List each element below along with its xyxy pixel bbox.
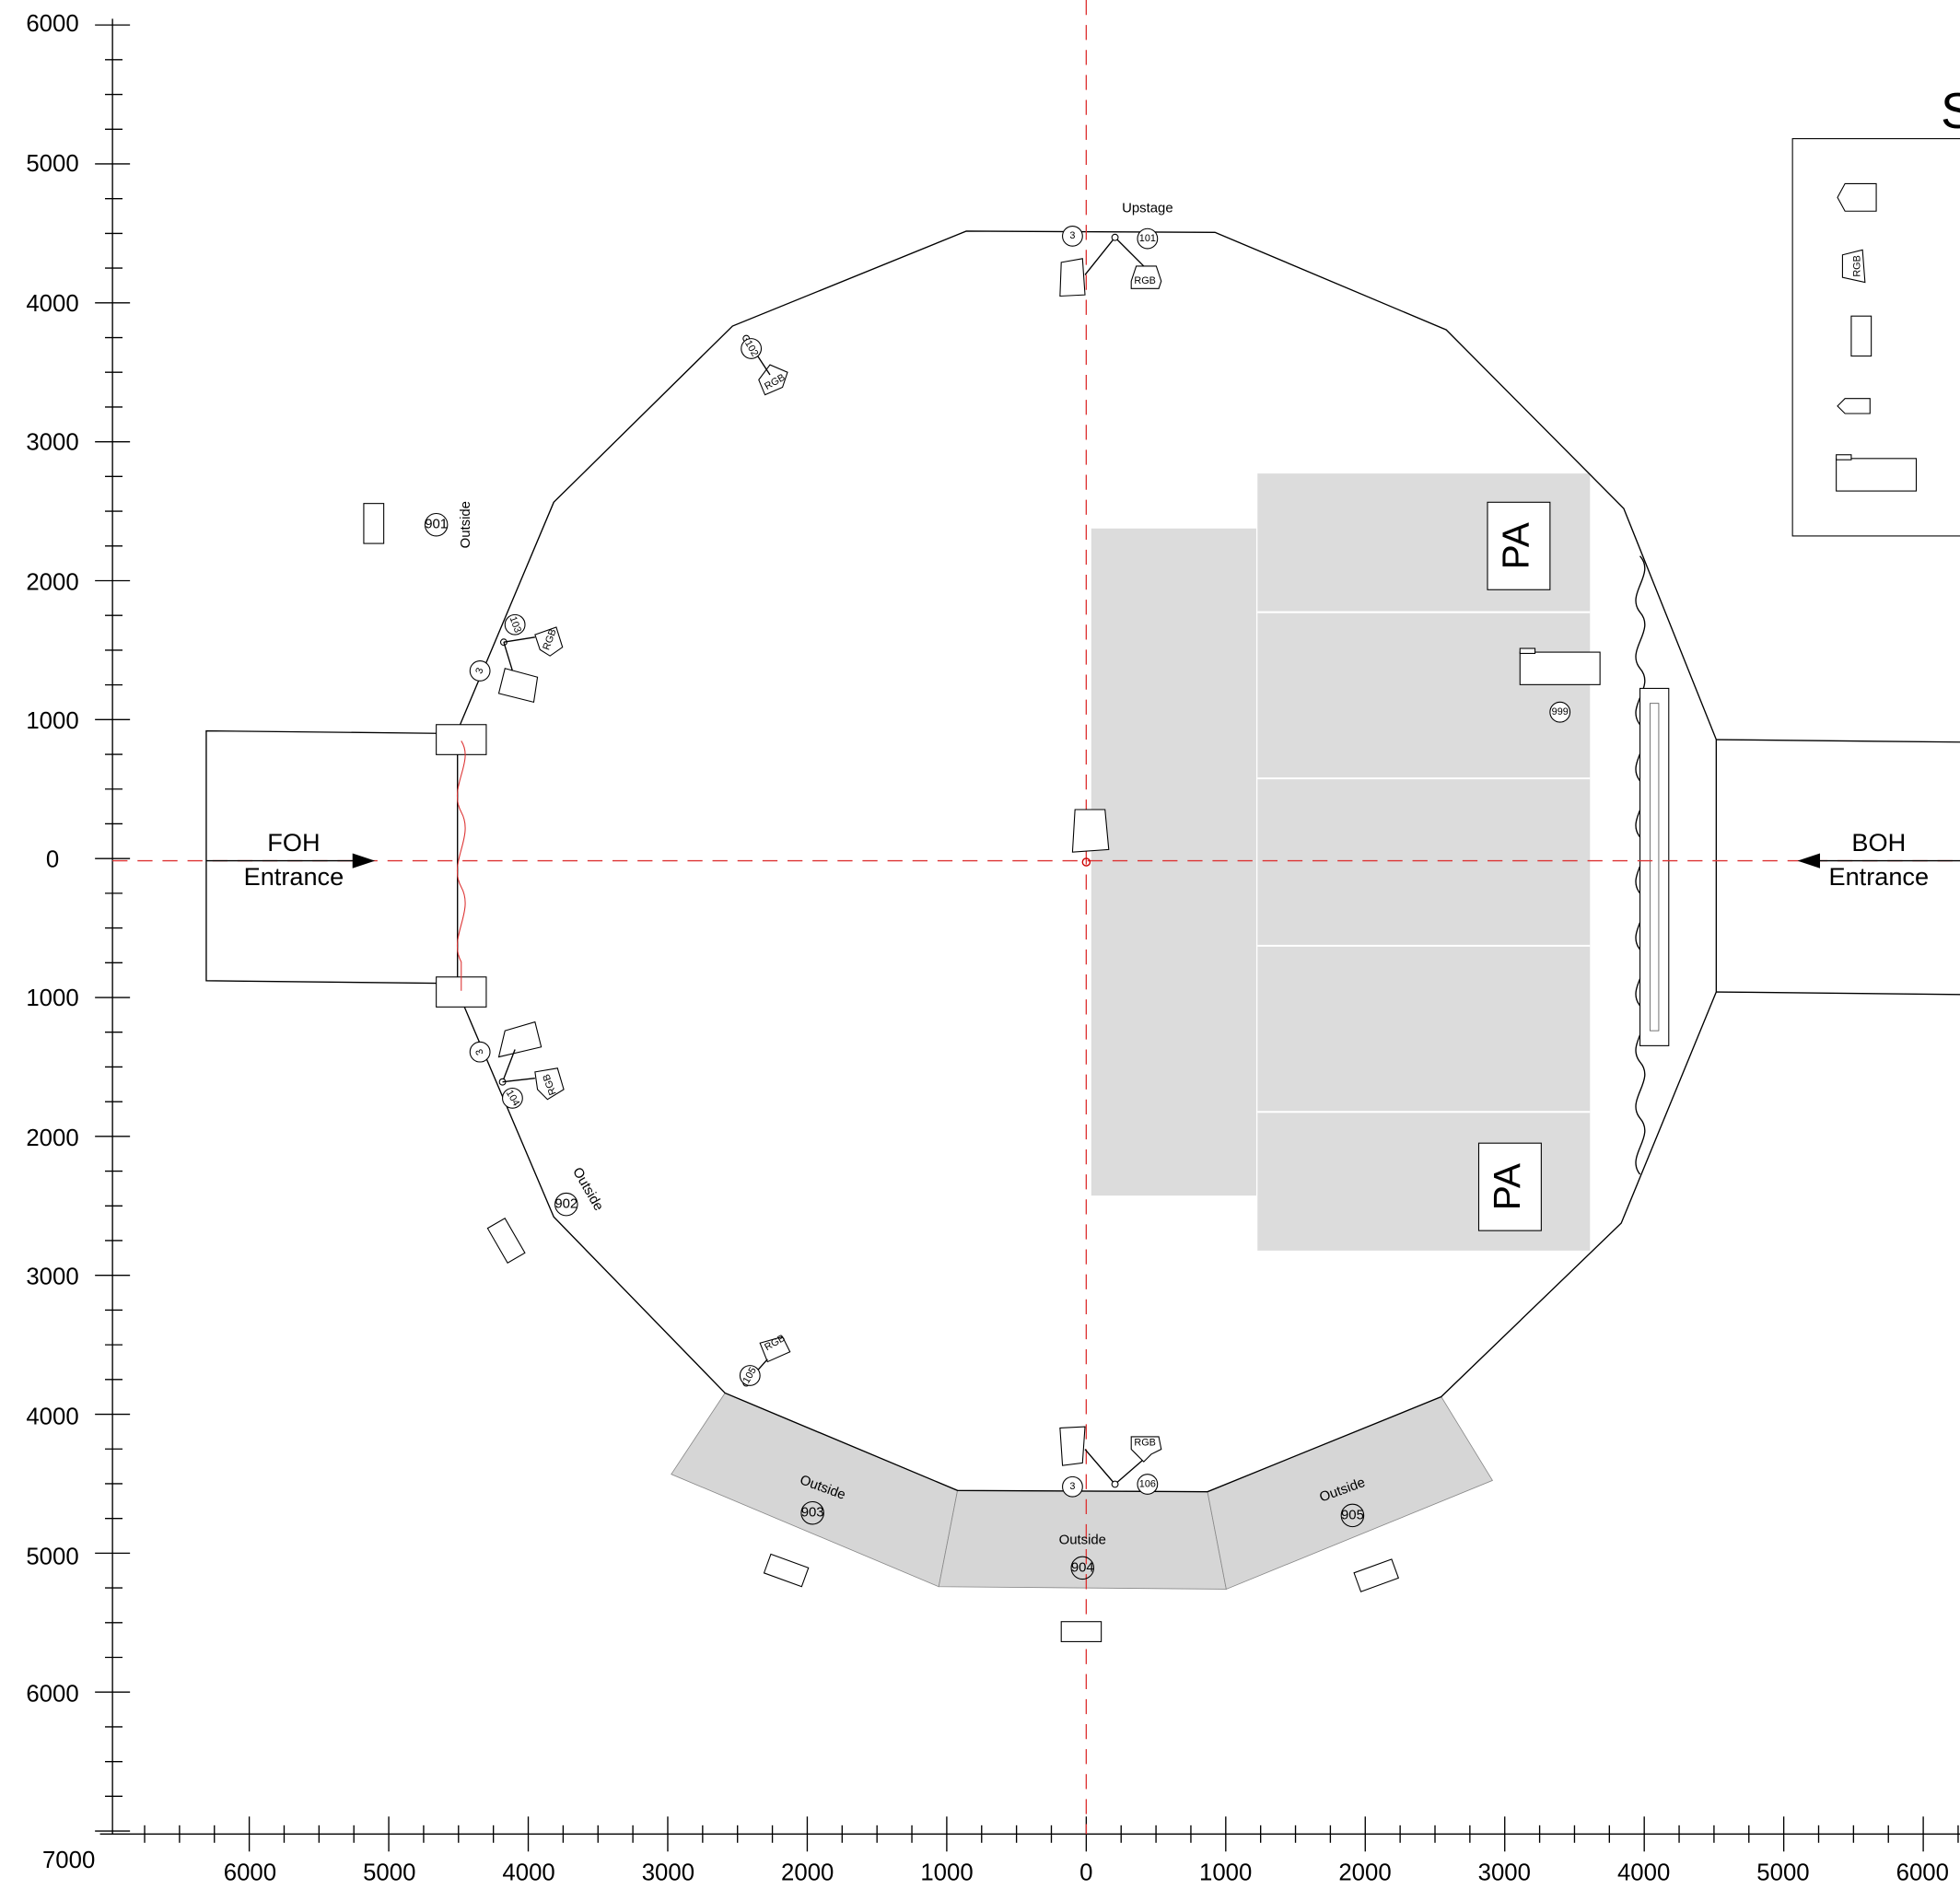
deck-joins xyxy=(1257,611,1591,1114)
legend-symbols xyxy=(1836,182,1918,492)
fixture-number: 3 xyxy=(473,1047,485,1056)
screen xyxy=(1639,687,1670,1046)
y-axis-label: 4000 xyxy=(26,291,78,317)
fixture-circle xyxy=(502,1087,523,1109)
pa-box xyxy=(1477,1142,1542,1231)
zone-circle xyxy=(554,1192,578,1217)
zone-label: Outside xyxy=(458,501,473,548)
y-axis-label: 3000 xyxy=(26,1264,78,1289)
upstage-label: Upstage xyxy=(1122,200,1173,216)
screen-inner xyxy=(1650,703,1660,1032)
fixture-number: 101 xyxy=(1139,233,1156,244)
y-axis-label: 3000 xyxy=(26,429,78,455)
pa-label: PA xyxy=(1495,521,1537,569)
pa-box xyxy=(1487,501,1551,590)
fixture xyxy=(1071,809,1110,853)
zone-number: 904 xyxy=(1071,1559,1094,1575)
foh-label: Entrance xyxy=(244,862,344,891)
pa-label: PA xyxy=(1486,1162,1528,1210)
zone-circle xyxy=(800,1500,824,1525)
fixture-number: 999 xyxy=(1552,706,1569,717)
zone-circle xyxy=(1070,1556,1095,1580)
zone-number: 905 xyxy=(1341,1507,1364,1522)
y-axis-label: 1000 xyxy=(26,708,78,734)
y-axis-label: 0 xyxy=(46,846,59,872)
zone-number: 901 xyxy=(425,517,448,532)
x-axis-label: 5000 xyxy=(363,1860,415,1886)
y-axis-label: 5000 xyxy=(26,151,78,177)
y-axis-label: 2000 xyxy=(26,569,78,595)
stage-deck xyxy=(1091,528,1256,1196)
boh-label: Entrance xyxy=(1828,862,1929,891)
y-axis-label: 2000 xyxy=(26,1125,78,1151)
x-axis-label: 6000 xyxy=(1896,1860,1949,1886)
arrow-head xyxy=(1797,853,1820,869)
stage-deck xyxy=(1257,473,1591,1251)
zone-number: 902 xyxy=(554,1196,578,1212)
x-axis-label: 3000 xyxy=(1478,1860,1531,1886)
boh-entrance xyxy=(1716,991,1960,996)
zone-circle xyxy=(424,512,449,537)
x-axis-label: 0 xyxy=(1079,1860,1092,1886)
axes: 6000 5000 4000 3000 2000 1000 0 1000 2000 3000 400… xyxy=(26,11,1960,1886)
zone-number: 903 xyxy=(801,1505,824,1521)
x-axis-label: 5000 xyxy=(1756,1860,1809,1886)
rgb-tag: RGB xyxy=(1134,1438,1156,1449)
boh-entrance xyxy=(1716,739,1960,743)
fixture-circle xyxy=(469,1041,491,1063)
fixture-circle xyxy=(1137,227,1159,250)
datum xyxy=(1081,857,1091,867)
y-axis-label: 6000 xyxy=(26,11,78,37)
x-axis-label: 6000 xyxy=(224,1860,276,1886)
fixture-number: 3 xyxy=(1069,230,1075,241)
x-axis-label: 1000 xyxy=(920,1860,973,1886)
x-axis-label: 4000 xyxy=(1617,1860,1670,1886)
y-axis-label: 1000 xyxy=(26,985,78,1011)
fixture-number: 103 xyxy=(508,615,523,635)
fixture-symbols xyxy=(363,233,1601,1642)
x-axis-label: 2000 xyxy=(781,1860,834,1886)
y-axis-label: 4000 xyxy=(26,1404,78,1429)
y-axis-label: 6000 xyxy=(26,1682,78,1708)
x-axis-label: 2000 xyxy=(1338,1860,1391,1886)
drape xyxy=(456,740,466,991)
boh-label: BOH xyxy=(1851,828,1906,857)
outside-areas xyxy=(671,1392,1494,1591)
zone-circle xyxy=(1340,1503,1365,1528)
venue-outline xyxy=(457,230,1718,1493)
y-axis-label: 7000 xyxy=(42,1848,95,1873)
fixture-circle xyxy=(741,338,763,359)
fixture-circle xyxy=(1549,701,1571,723)
fixture-number: 106 xyxy=(1139,1478,1156,1489)
x-axis-label: 3000 xyxy=(642,1860,694,1886)
rgb-tag: RGB xyxy=(1134,275,1156,286)
y-axis-label: 5000 xyxy=(26,1544,78,1569)
door-post xyxy=(436,724,487,755)
foh-entrance xyxy=(205,729,438,985)
fixture-number: 3 xyxy=(473,666,485,675)
fixture-circle xyxy=(1062,225,1083,247)
arrow-head xyxy=(352,853,376,869)
fixture-circle xyxy=(1137,1474,1159,1495)
x-axis-label: 4000 xyxy=(502,1860,554,1886)
fixture-circle xyxy=(469,660,491,682)
legend-rgb: RGB xyxy=(1852,255,1863,276)
foh-label: FOH xyxy=(267,828,320,857)
fixture-number: 3 xyxy=(1069,1481,1075,1492)
x-axis-label: 1000 xyxy=(1199,1860,1252,1886)
legend-title: S xyxy=(1941,83,1960,139)
fixture-circle xyxy=(739,1365,761,1386)
fixture-circle xyxy=(1062,1475,1083,1498)
fixture-circle xyxy=(504,613,526,635)
zone-label: Outside xyxy=(1059,1532,1106,1547)
